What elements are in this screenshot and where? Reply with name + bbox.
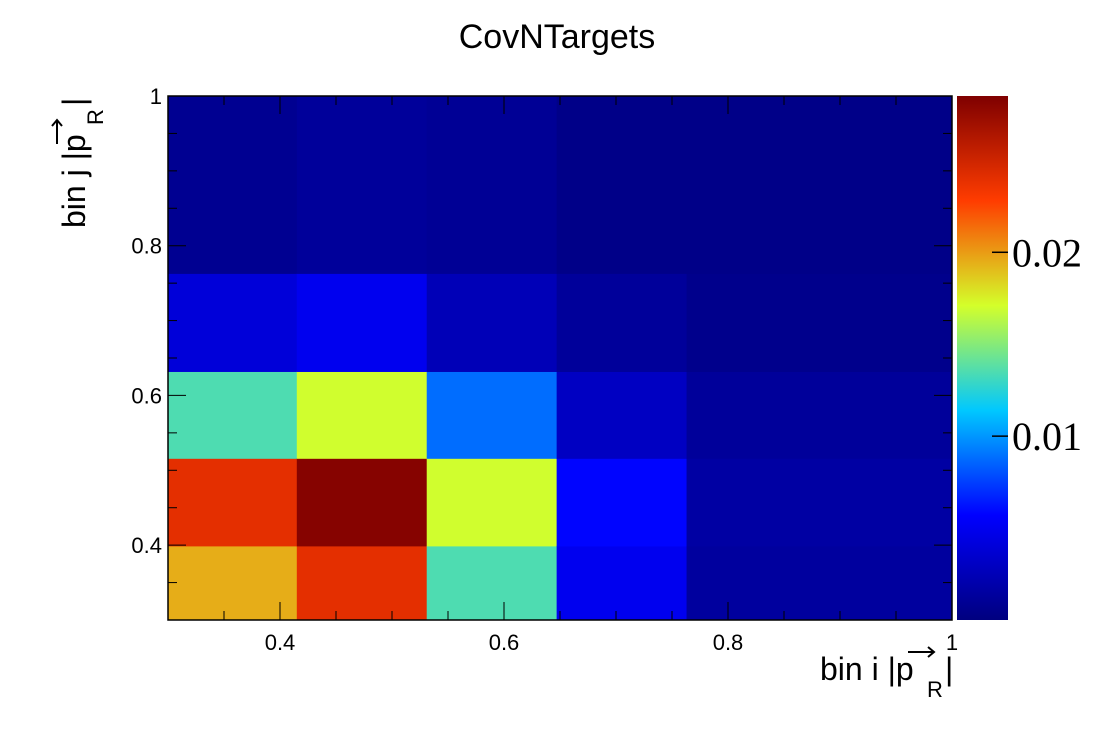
palette-tick-label: 0.01 — [1012, 414, 1082, 459]
x-axis-vector-arrow-icon — [908, 646, 936, 658]
heatmap-cell-3-1 — [556, 458, 688, 547]
heatmap-cell-0-3 — [168, 273, 298, 372]
x-tick-label: 0.8 — [713, 630, 744, 655]
y-tick-label: 0.4 — [131, 533, 162, 558]
heatmap-cell-2-4 — [426, 96, 558, 274]
heatmap-cell-2-2 — [426, 371, 558, 459]
heatmap-cell-2-1 — [426, 458, 558, 547]
heatmap-cell-4-2 — [686, 371, 953, 459]
chart-title: CovNTargets — [459, 18, 656, 56]
heatmap-cell-3-4 — [556, 96, 688, 274]
heatmap-cell-2-3 — [426, 273, 558, 372]
heatmap-cell-1-3 — [296, 273, 428, 372]
y-axis-ticks: 0.4 0.6 0.8 1 — [131, 84, 952, 621]
x-axis-ticks: 0.4 0.6 0.8 1 — [167, 96, 958, 655]
y-axis-label-text: bin j |p — [56, 134, 92, 228]
heatmap-cell-0-2 — [168, 371, 298, 459]
heatmap-cell-3-2 — [556, 371, 688, 459]
y-tick-label: 1 — [150, 84, 162, 109]
x-tick-label: 0.6 — [489, 630, 520, 655]
heatmap-cell-0-0 — [168, 545, 298, 621]
color-palette: 0.01 0.02 — [957, 96, 1082, 620]
heatmap-cell-4-4 — [686, 96, 953, 274]
x-axis-label-text: bin i |p — [820, 651, 914, 687]
x-axis-label-close: | — [945, 651, 953, 687]
heatmap-cell-4-1 — [686, 458, 953, 547]
y-axis-title: bin j |p R | — [51, 98, 108, 228]
x-axis-label-subscript: R — [927, 677, 943, 702]
x-axis-title: bin i |p R | — [820, 646, 953, 702]
y-tick-label: 0.6 — [131, 383, 162, 408]
heatmap-cell-4-3 — [686, 273, 953, 372]
heatmap-cell-0-4 — [168, 96, 298, 274]
y-axis-label-subscript: R — [83, 109, 108, 125]
heatmap-cell-1-1 — [296, 458, 428, 547]
palette-tick-label: 0.02 — [1012, 230, 1082, 275]
y-axis-label-close: | — [56, 98, 92, 106]
x-tick-label: 1 — [946, 630, 958, 655]
heatmap-cell-3-3 — [556, 273, 688, 372]
palette-gradient — [957, 96, 1008, 620]
heatmap-cell-1-0 — [296, 545, 428, 621]
heatmap-cells — [168, 96, 953, 621]
y-axis-vector-arrow-icon — [51, 118, 63, 144]
x-tick-label: 0.4 — [265, 630, 296, 655]
heatmap-cell-4-0 — [686, 545, 953, 621]
heatmap-cell-0-1 — [168, 458, 298, 547]
heatmap-cell-1-4 — [296, 96, 428, 274]
heatmap-cell-1-2 — [296, 371, 428, 459]
heatmap-cell-3-0 — [556, 545, 688, 621]
y-tick-label: 0.8 — [131, 234, 162, 259]
heatmap-cell-2-0 — [426, 545, 558, 621]
